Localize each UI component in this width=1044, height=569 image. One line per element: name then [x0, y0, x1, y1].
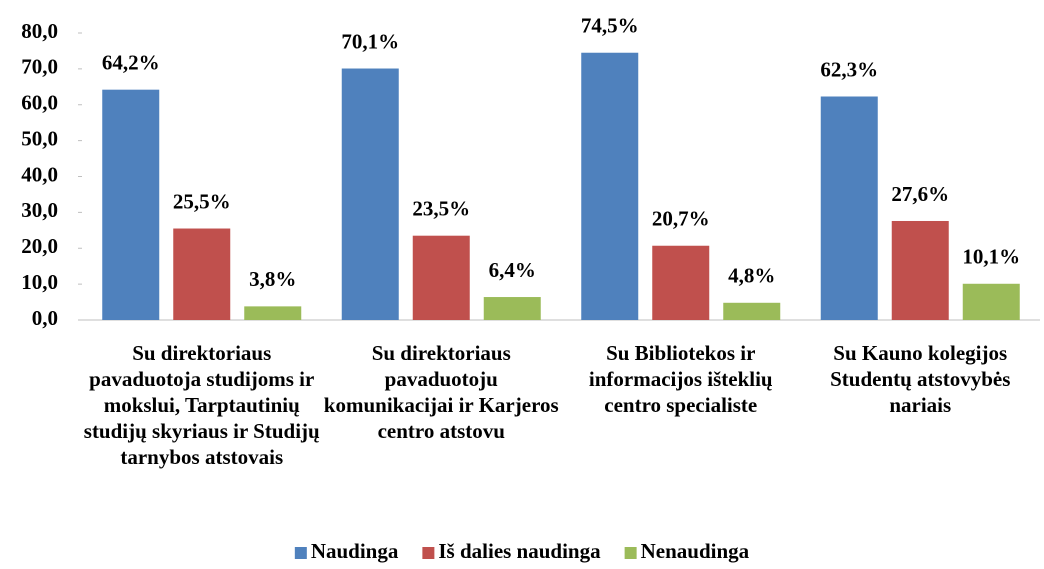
data-label: 70,1%: [341, 29, 399, 53]
bar: [412, 235, 470, 320]
data-label: 62,3%: [820, 57, 878, 81]
bar: [483, 297, 541, 320]
data-label: 64,2%: [102, 50, 160, 74]
bar: [102, 89, 160, 321]
y-tick-label: 80,0: [21, 19, 58, 43]
legend-label: Naudinga: [311, 539, 399, 563]
y-tick-label: 10,0: [21, 270, 58, 294]
y-tick-label: 50,0: [21, 126, 58, 150]
data-label: 25,5%: [173, 189, 231, 213]
x-tick-label: Su direktoriaus pavaduotoju komunikacija…: [323, 341, 559, 443]
bar: [891, 220, 949, 320]
bar: [173, 228, 231, 320]
data-label: 27,6%: [891, 182, 949, 206]
data-label: 23,5%: [412, 197, 470, 221]
y-tick-label: 70,0: [21, 55, 58, 79]
x-tick-label: Su direktoriaus pavaduotoja studijoms ir…: [83, 341, 320, 469]
data-label: 6,4%: [489, 258, 536, 282]
legend-label: Iš dalies naudinga: [438, 539, 601, 563]
data-label: 74,5%: [581, 14, 639, 38]
x-tick-label: Su Bibliotekos ir informacijos išteklių …: [588, 341, 773, 417]
legend-swatch: [422, 547, 435, 559]
legend-label: Nenaudinga: [641, 539, 750, 563]
x-tick-label: Su Kauno kolegijos Studentų atstovybės n…: [830, 341, 1011, 417]
y-tick-label: 40,0: [21, 162, 58, 186]
data-label: 20,7%: [652, 207, 710, 231]
data-label: 10,1%: [962, 245, 1020, 269]
data-label: 3,8%: [249, 267, 296, 291]
y-tick-label: 30,0: [21, 198, 58, 222]
legend-swatch: [294, 547, 307, 559]
y-tick-label: 20,0: [21, 234, 58, 258]
y-tick-label: 0,0: [32, 306, 58, 330]
bar: [341, 68, 399, 320]
bar: [581, 52, 639, 320]
bar: [244, 306, 302, 320]
bar: [962, 283, 1020, 320]
data-label: 4,8%: [728, 264, 775, 288]
bar: [652, 245, 710, 320]
bar: [820, 96, 878, 320]
y-tick-label: 60,0: [21, 91, 58, 115]
bar: [723, 302, 781, 320]
legend-swatch: [624, 547, 637, 559]
